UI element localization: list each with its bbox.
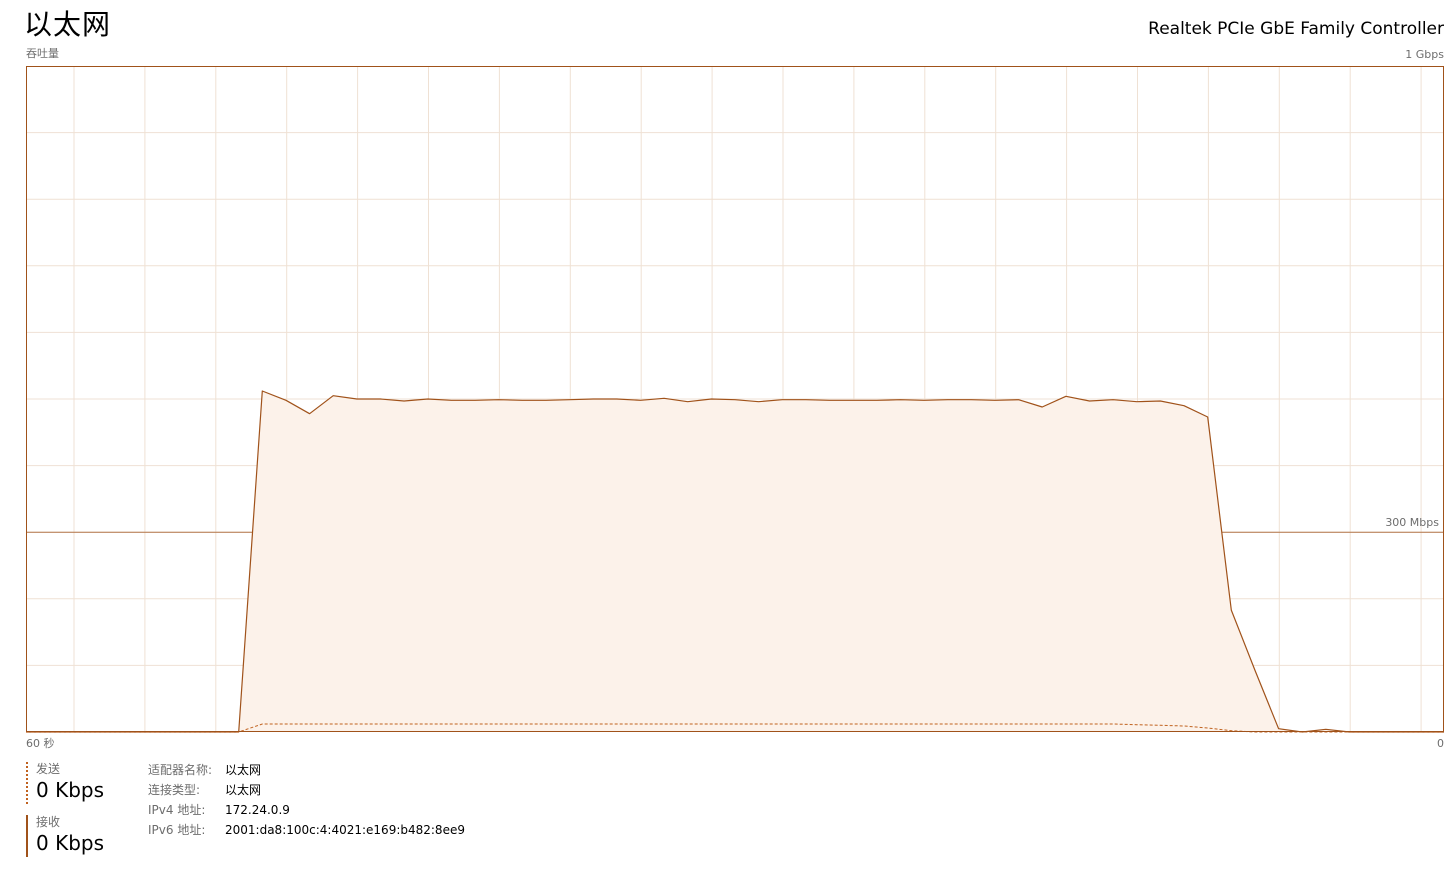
- receive-value: 0 Kbps: [36, 831, 105, 855]
- send-stat: 发送 0 Kbps: [26, 762, 104, 804]
- detail-row: IPv6 地址: 2001:da8:100c:4:4021:e169:b482:…: [148, 820, 465, 840]
- detail-key: 连接类型:: [148, 783, 201, 797]
- detail-key: 适配器名称:: [148, 763, 213, 777]
- receive-label: 接收: [36, 815, 61, 829]
- throughput-axis-label: 吞吐量: [26, 47, 59, 60]
- detail-value: 以太网: [225, 783, 262, 797]
- adapter-name: Realtek PCIe GbE Family Controller: [1148, 19, 1444, 39]
- max-scale-label: 1 Gbps: [1405, 48, 1444, 61]
- receive-stat: 接收 0 Kbps: [26, 815, 104, 857]
- send-label: 发送: [36, 762, 61, 776]
- chart-border: [26, 66, 1444, 732]
- throughput-chart: 300 Mbps: [26, 66, 1444, 733]
- detail-key: IPv4 地址:: [148, 803, 206, 817]
- throughput-chart-svg: [26, 66, 1444, 733]
- receive-line: [26, 390, 1444, 733]
- send-line: [26, 723, 1444, 733]
- time-end-label: 0: [1437, 737, 1444, 750]
- detail-row: 连接类型: 以太网: [148, 780, 465, 800]
- detail-row: IPv4 地址: 172.24.0.9: [148, 800, 465, 820]
- page-title: 以太网: [24, 8, 112, 41]
- send-value: 0 Kbps: [36, 778, 105, 802]
- reference-line-label: 300 Mbps: [1385, 516, 1439, 530]
- detail-key: IPv6 地址:: [148, 823, 206, 837]
- receive-area: [26, 391, 1444, 732]
- detail-value: 2001:da8:100c:4:4021:e169:b482:8ee9: [225, 823, 465, 837]
- detail-row: 适配器名称: 以太网: [148, 760, 465, 780]
- detail-value: 172.24.0.9: [225, 803, 290, 817]
- detail-value: 以太网: [225, 763, 262, 777]
- adapter-details: 适配器名称: 以太网 连接类型: 以太网 IPv4 地址: 172.24.0.9…: [148, 760, 465, 840]
- time-span-label: 60 秒: [26, 737, 55, 750]
